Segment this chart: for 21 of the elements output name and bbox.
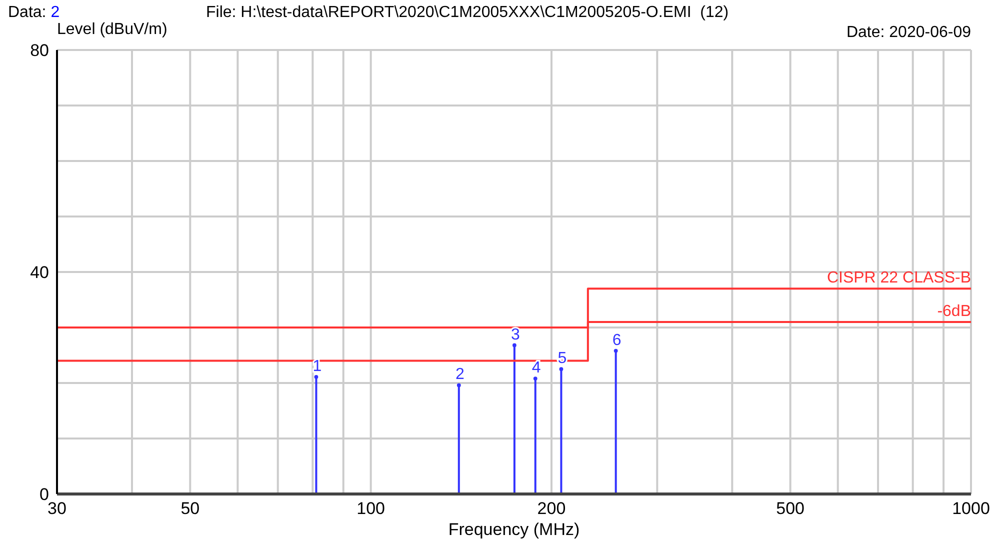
y-tick-label: 0 — [40, 485, 49, 504]
annotation: 4 — [532, 360, 541, 377]
text: Data: 2 — [8, 4, 60, 21]
annotation: 3 — [510, 326, 520, 344]
x-tick-label: 200 — [537, 499, 566, 518]
annotation: 2 — [455, 366, 464, 384]
series-label: CISPR 22 CLASS-B — [826, 270, 971, 287]
series-label: -6dB — [937, 302, 971, 320]
x-axis-title: Frequency (MHz) — [447, 520, 581, 540]
x-tick-label: 1000 — [952, 499, 990, 518]
x-tick-label: 500 — [776, 499, 805, 518]
y-tick-label: 40 — [30, 263, 49, 282]
x-tick-label: 30 — [48, 499, 66, 518]
x-tick-label: 100 — [356, 499, 386, 518]
text: Date: 2020-06-09 — [846, 24, 971, 42]
y-tick-label: 80 — [30, 41, 49, 60]
annotation: 6 — [612, 332, 622, 349]
x-tick-label: 50 — [180, 499, 200, 518]
annotation: 1 — [312, 358, 322, 375]
y-axis-title: Level (dBuV/m) — [57, 21, 168, 39]
text: File: H:\test-data\REPORT\2020\C1M2005XXX\C1M2005205-O.EMI (12) — [206, 4, 729, 22]
